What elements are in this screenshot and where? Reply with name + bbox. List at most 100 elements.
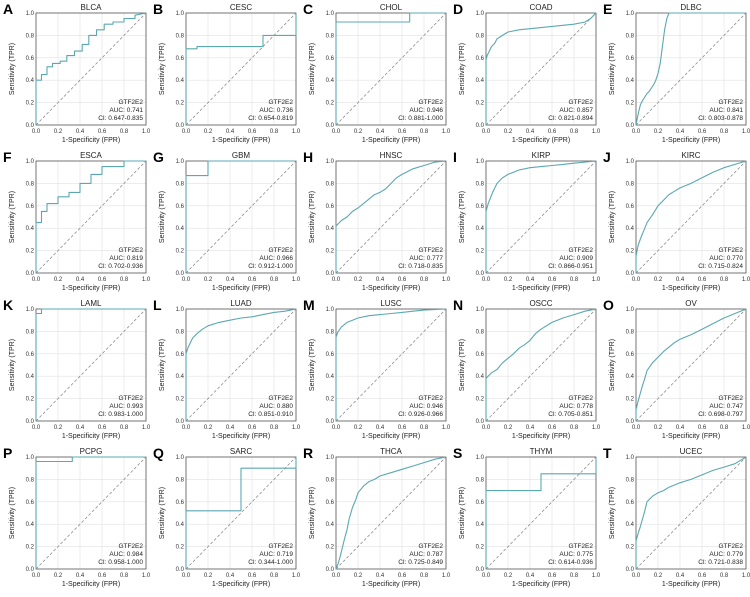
auc-label: AUC: 0.966 — [259, 255, 293, 262]
panel-letter: N — [453, 297, 463, 313]
y-tick-label: 0.0 — [176, 271, 185, 277]
auc-label: AUC: 0.747 — [709, 403, 743, 410]
x-tick-label: 0.2 — [354, 425, 363, 431]
panel-letter: F — [3, 149, 12, 165]
roc-curve — [185, 13, 297, 125]
x-tick-label: 0.2 — [654, 573, 663, 579]
y-tick-label: 1.0 — [176, 307, 185, 313]
y-axis-label: Sensitivity (TPR) — [609, 487, 616, 539]
x-tick-label: 0.2 — [204, 425, 213, 431]
y-tick-label: 0.6 — [626, 204, 635, 210]
panel-letter: L — [153, 297, 162, 313]
y-tick-label: 1.0 — [626, 159, 635, 165]
gene-label: GTF2E2 — [118, 543, 143, 550]
ci-label: CI: 0.803-0.878 — [698, 115, 743, 122]
y-axis-label: Sensitivity (TPR) — [609, 339, 616, 391]
y-tick-label: 0.0 — [476, 419, 485, 425]
ci-label: CI: 0.725-0.849 — [398, 559, 443, 566]
roc-curve — [35, 456, 146, 569]
y-tick-label: 0.2 — [26, 397, 35, 403]
ci-label: CI: 0.866-0.951 — [548, 263, 593, 270]
y-tick-label: 0.0 — [176, 567, 185, 573]
y-tick-label: 0.8 — [476, 329, 485, 335]
x-tick-label: 0.6 — [698, 129, 707, 135]
panel-title: THCA — [380, 447, 402, 456]
auc-label: AUC: 0.736 — [259, 107, 293, 114]
roc-panel-t: T UCEC 0.00.0 0.2 0.2 0.4 0.4 0.6 0.6 0.8 0.8 1.0 1.… — [603, 445, 750, 588]
gene-label: GTF2E2 — [718, 395, 743, 402]
x-tick-label: 0.0 — [482, 425, 491, 431]
y-tick-label: 0.4 — [476, 522, 485, 528]
y-tick-label: 0.4 — [626, 374, 635, 380]
x-tick-label: 0.8 — [120, 129, 129, 135]
panel-title: PCPG — [80, 447, 103, 456]
reference-diagonal — [635, 160, 747, 274]
x-tick-label: 1.0 — [142, 573, 151, 579]
x-tick-label: 0.6 — [398, 277, 407, 283]
y-tick-label: 0.6 — [476, 352, 485, 358]
y-axis-label: Sensitivity (TPR) — [9, 43, 16, 95]
x-tick-label: 0.6 — [398, 425, 407, 431]
x-tick-label: 0.4 — [226, 573, 235, 579]
x-tick-label: 0.2 — [504, 277, 513, 283]
panel-letter: D — [453, 1, 463, 17]
gene-label: GTF2E2 — [268, 543, 293, 550]
y-tick-label: 0.4 — [476, 226, 485, 232]
x-tick-label: 0.6 — [548, 129, 557, 135]
x-tick-label: 0.8 — [420, 129, 429, 135]
y-tick-label: 0.4 — [176, 78, 185, 84]
x-tick-label: 0.0 — [182, 573, 191, 579]
ci-label: CI: 0.614-0.936 — [548, 559, 593, 566]
y-tick-label: 1.0 — [176, 159, 185, 165]
x-axis-label: 1-Specificity (FPR) — [362, 433, 420, 440]
x-axis-label: 1-Specificity (FPR) — [662, 581, 720, 588]
y-tick-label: 0.2 — [626, 249, 635, 255]
y-tick-label: 1.0 — [26, 159, 35, 165]
y-tick-label: 0.2 — [626, 545, 635, 551]
x-tick-label: 1.0 — [592, 129, 601, 135]
y-tick-label: 0.8 — [476, 33, 485, 39]
y-tick-label: 1.0 — [326, 455, 335, 461]
ci-label: CI: 0.821-0.894 — [548, 115, 593, 122]
ci-label: CI: 0.721-0.838 — [698, 559, 743, 566]
x-tick-label: 1.0 — [292, 277, 301, 283]
x-tick-label: 1.0 — [292, 425, 301, 431]
panel-title: OV — [685, 299, 697, 308]
roc-panel-o: O OV 0.00.0 0.2 0.2 0.4 0.4 0.6 0.6 0.8 0.8 1.0 1.0 1… — [603, 297, 750, 440]
roc-curve — [335, 160, 447, 273]
y-tick-label: 0.4 — [176, 374, 185, 380]
y-tick-label: 0.0 — [326, 419, 335, 425]
y-tick-label: 1.0 — [26, 11, 35, 17]
panel-letter: O — [603, 297, 614, 313]
y-tick-label: 0.0 — [176, 123, 185, 129]
ci-label: CI: 0.344-1.000 — [248, 559, 293, 566]
x-tick-label: 0.2 — [654, 277, 663, 283]
ci-label: CI: 0.698-0.797 — [698, 411, 743, 418]
x-tick-label: 0.0 — [632, 129, 641, 135]
y-tick-label: 1.0 — [326, 307, 335, 313]
y-tick-label: 0.2 — [326, 249, 335, 255]
y-tick-label: 0.4 — [176, 226, 185, 232]
y-tick-label: 0.0 — [476, 271, 485, 277]
y-axis-label: Sensitivity (TPR) — [459, 43, 466, 95]
plot-frame — [635, 308, 747, 422]
y-tick-label: 0.6 — [176, 56, 185, 62]
x-tick-label: 0.0 — [482, 129, 491, 135]
y-tick-label: 0.2 — [26, 101, 35, 107]
x-axis-label: 1-Specificity (FPR) — [512, 285, 570, 292]
y-axis-label: Sensitivity (TPR) — [459, 339, 466, 391]
x-tick-label: 0.8 — [120, 277, 129, 283]
y-tick-label: 0.0 — [326, 567, 335, 573]
y-tick-label: 0.2 — [476, 249, 485, 255]
y-tick-label: 0.6 — [626, 500, 635, 506]
y-tick-label: 0.6 — [26, 56, 35, 62]
reference-diagonal — [485, 308, 597, 422]
x-tick-label: 0.8 — [120, 425, 129, 431]
x-tick-label: 1.0 — [742, 277, 750, 283]
reference-diagonal — [35, 12, 147, 126]
panel-title: BLCA — [81, 3, 103, 12]
x-tick-label: 0.4 — [76, 425, 85, 431]
panel-letter: C — [303, 1, 313, 17]
x-tick-label: 0.6 — [248, 425, 257, 431]
reference-diagonal — [185, 308, 297, 422]
